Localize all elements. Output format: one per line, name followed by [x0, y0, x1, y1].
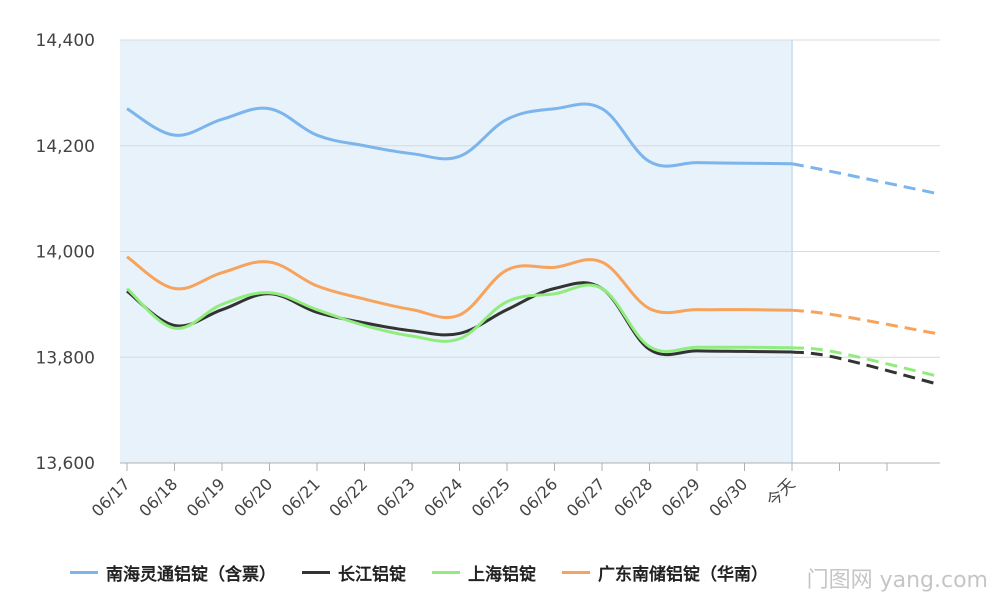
x-tick-label: 06/20	[230, 474, 276, 520]
series-lines	[125, 102, 937, 386]
y-tick-label: 14,200	[36, 137, 95, 157]
series-forecast-3	[791, 308, 937, 335]
x-tick-label: 06/28	[610, 474, 656, 520]
series-line-3	[126, 255, 793, 320]
x-tick-label: 06/30	[705, 474, 751, 520]
y-tick-label: 14,000	[36, 243, 95, 263]
x-tick-label: 06/26	[515, 474, 561, 520]
x-tick-label: 06/22	[325, 474, 371, 520]
legend-label-nanhai: 南海灵通铝锭（含票）	[106, 565, 276, 585]
legend-item-shanghai[interactable]: 上海铝锭	[432, 560, 536, 585]
legend-swatch-guangdong	[562, 571, 590, 574]
x-tick-label: 06/23	[373, 474, 419, 520]
x-tick-label: 06/29	[658, 474, 704, 520]
y-tick-label: 13,600	[36, 454, 95, 474]
legend-label-changjiang: 长江铝锭	[338, 565, 406, 585]
x-tick-label: 06/19	[183, 474, 229, 520]
watermark-text: 门图网 yang.com	[806, 568, 988, 593]
legend-item-nanhai[interactable]: 南海灵通铝锭（含票）	[70, 560, 276, 585]
x-axis-ticks: 06/17 06/18 06/19 06/20 06/21 06/22 06/23 06/24…	[88, 463, 888, 520]
y-tick-label: 13,800	[36, 348, 95, 368]
y-tick-label: 14,400	[36, 31, 95, 51]
x-tick-label: 06/18	[135, 474, 181, 520]
series-line-1	[126, 281, 793, 357]
series-line-0	[126, 102, 793, 168]
legend-item-guangdong[interactable]: 广东南储铝锭（华南）	[562, 560, 768, 585]
legend-swatch-shanghai	[432, 571, 460, 574]
legend-label-shanghai: 上海铝锭	[468, 565, 536, 585]
x-tick-label: 06/27	[563, 474, 609, 520]
y-axis-ticks: 13,600 13,800 14,000 14,200 14,400	[36, 31, 95, 474]
x-tick-label: 06/17	[88, 474, 134, 520]
x-tick-label: 06/24	[420, 474, 466, 520]
x-tick-label: 今天	[763, 474, 799, 510]
legend-item-changjiang[interactable]: 长江铝锭	[302, 560, 406, 585]
chart-legend: 南海灵通铝锭（含票） 长江铝锭 上海铝锭 广东南储铝锭（华南）	[70, 560, 794, 585]
legend-label-guangdong: 广东南储铝锭（华南）	[598, 565, 768, 585]
legend-swatch-changjiang	[302, 571, 330, 574]
series-line-2	[125, 283, 793, 353]
x-tick-label: 06/21	[278, 474, 324, 520]
series-forecast-1	[791, 350, 937, 386]
series-forecast-0	[791, 162, 937, 195]
legend-swatch-nanhai	[70, 571, 98, 574]
grid-lines	[120, 39, 940, 464]
series-forecast-2	[791, 346, 937, 378]
x-tick-label: 06/25	[468, 474, 514, 520]
